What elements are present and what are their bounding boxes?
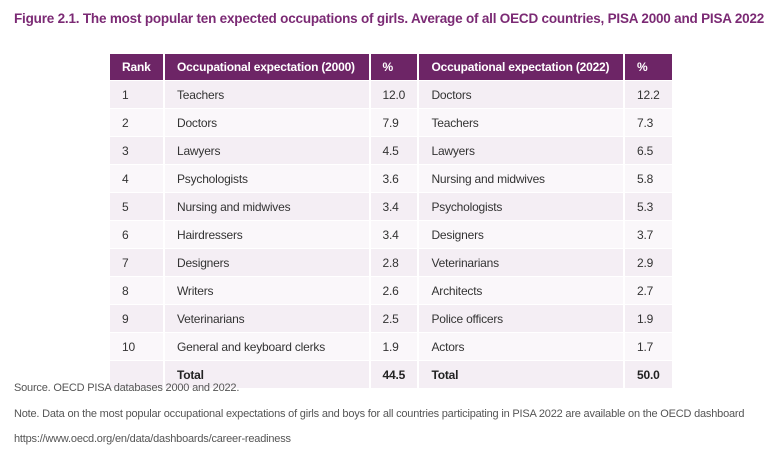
table-cell: 12.2 (624, 80, 672, 109)
table-row: 9 Veterinarians 2.5 Police officers 1.9 (110, 304, 672, 333)
column-header: % (624, 54, 672, 81)
table-cell: 4 (110, 164, 165, 193)
figure-title: Figure 2.1. The most popular ten expecte… (14, 11, 765, 26)
table-cell: Designers (163, 248, 371, 277)
table-cell: 1.7 (624, 332, 672, 361)
table-cell: Teachers (163, 80, 371, 109)
table-cell: Architects (418, 276, 625, 305)
table-cell: 2 (110, 108, 165, 137)
table-row: 6 Hairdressers 3.4 Designers 3.7 (110, 220, 672, 249)
table-cell: 12.0 (369, 80, 420, 109)
table-cell: 4.5 (369, 136, 420, 165)
table-cell: 5.3 (624, 192, 672, 221)
table-cell: 2.8 (369, 248, 420, 277)
table-row: 8 Writers 2.6 Architects 2.7 (110, 276, 672, 305)
header-row: Rank Occupational expectation (2000)% Occu… (110, 54, 672, 81)
table-cell: 2.7 (624, 276, 672, 305)
table-row: 2 Doctors 7.9 Teachers 7.3 (110, 108, 672, 137)
table-row: 5 Nursing and midwives 3.4 Psychologists 5.3 (110, 192, 672, 221)
table-cell (110, 360, 165, 388)
table-cell: General and keyboard clerks (163, 332, 371, 361)
table-cell: 6.5 (624, 136, 672, 165)
table-cell: 7.3 (624, 108, 672, 137)
total-cell: 44.5 (369, 360, 420, 388)
table-cell: Doctors (418, 80, 625, 109)
table-cell: 2.9 (624, 248, 672, 277)
table-cell: 3.4 (369, 192, 420, 221)
column-header: Occupational expectation (2000) (163, 54, 371, 81)
table-cell: 3.4 (369, 220, 420, 249)
total-row: Total 44.5 Total 50.0 (110, 360, 672, 388)
table-cell: Psychologists (163, 164, 371, 193)
table-cell: Veterinarians (163, 304, 371, 333)
table-cell: 3.6 (369, 164, 420, 193)
table-cell: Lawyers (163, 136, 371, 165)
table-cell: Police officers (418, 304, 625, 333)
table-cell: Actors (418, 332, 625, 361)
table-cell: Doctors (163, 108, 371, 137)
table-cell: 1 (110, 80, 165, 109)
table-cell: 1.9 (369, 332, 420, 361)
table-row: 4 Psychologists 3.6 Nursing and midwives 5.8 (110, 164, 672, 193)
table-cell: 9 (110, 304, 165, 333)
table-cell: 1.9 (624, 304, 672, 333)
column-header: Occupational expectation (2022) (418, 54, 625, 81)
table-cell: 5 (110, 192, 165, 221)
table-cell: Veterinarians (418, 248, 625, 277)
total-cell: 50.0 (624, 360, 672, 388)
table-cell: Hairdressers (163, 220, 371, 249)
table-row: 1 Teachers 12.0 Doctors 12.2 (110, 80, 672, 109)
table-cell: Nursing and midwives (418, 164, 625, 193)
table-cell: 3.7 (624, 220, 672, 249)
column-header: % (369, 54, 420, 81)
occupations-table: Rank Occupational expectation (2000)% Occu… (110, 54, 672, 388)
table-cell: Designers (418, 220, 625, 249)
table-cell: 10 (110, 332, 165, 361)
table-cell: Psychologists (418, 192, 625, 221)
table-row: 7 Designers 2.8 Veterinarians 2.9 (110, 248, 672, 277)
table-cell: 7.9 (369, 108, 420, 137)
table-row: 3 Lawyers 4.5 Lawyers 6.5 (110, 136, 672, 165)
note: Note. Data on the most popular occupatio… (14, 408, 745, 445)
table-cell: 5.8 (624, 164, 672, 193)
table-cell: 3 (110, 136, 165, 165)
table-cell: Writers (163, 276, 371, 305)
table-row: 10 General and keyboard clerks 1.9 Actors 1.… (110, 332, 672, 361)
table-cell: Lawyers (418, 136, 625, 165)
source-note: Source. OECD PISA databases 2000 and 202… (14, 382, 240, 394)
table-cell: 2.6 (369, 276, 420, 305)
total-cell: Total (163, 360, 371, 388)
table-cell: 7 (110, 248, 165, 277)
table-cell: Nursing and midwives (163, 192, 371, 221)
column-header: Rank (110, 54, 165, 81)
table-cell: 8 (110, 276, 165, 305)
table-cell: 2.5 (369, 304, 420, 333)
total-cell: Total (418, 360, 625, 388)
table-cell: Teachers (418, 108, 625, 137)
table-cell: 6 (110, 220, 165, 249)
